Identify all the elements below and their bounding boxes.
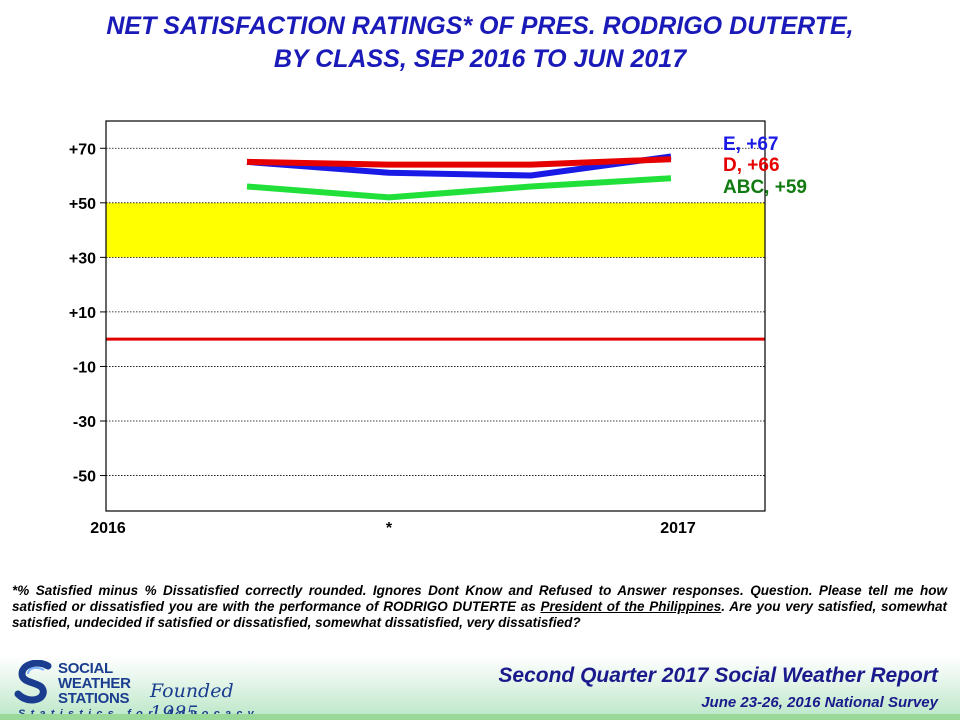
footnote-text-2: . Are you very satisfied, somewhat satis…	[12, 599, 947, 630]
footnote-underlined: President of the Philippines	[540, 599, 722, 614]
sws-logo-line-2: WEATHER	[58, 675, 131, 692]
series-line-abc	[246, 175, 672, 201]
y-tick-label: +10	[69, 305, 96, 322]
plot-frame	[105, 120, 766, 512]
satisfaction-band	[106, 202, 765, 258]
footnote-text-1: *% Satisfied minus % Dissatisfied correc…	[12, 583, 947, 614]
sws-logo-line-3: STATIONS	[58, 690, 130, 707]
report-title: Second Quarter 2017 Social Weather Repor…	[498, 664, 938, 687]
plot-area	[106, 121, 765, 511]
series-line-e	[246, 153, 672, 179]
chart-title-line1: NET SATISFACTION RATINGS* OF PRES. RODRI…	[106, 12, 854, 40]
x-tick-label: *	[386, 520, 393, 537]
y-tick-label: -30	[73, 414, 96, 431]
report-subtitle: June 23-26, 2016 National Survey	[701, 694, 938, 711]
sws-logo-text: SOCIAL WEATHER STATIONS	[58, 661, 131, 706]
y-tick-label: -50	[73, 469, 96, 486]
footer-strip	[0, 714, 960, 720]
series-line-d	[246, 156, 672, 168]
y-tick-label: +30	[69, 250, 96, 267]
end-label-d: D, +66	[723, 155, 780, 176]
sws-logo-line-1: SOCIAL	[58, 660, 113, 677]
footnote: *% Satisfied minus % Dissatisfied correc…	[12, 583, 947, 631]
y-tick-label: +50	[69, 196, 96, 213]
sws-logo: SOCIAL WEATHER STATIONS Founded 1985 Sta…	[14, 658, 274, 724]
end-label-abc: ABC, +59	[723, 177, 807, 198]
line-chart: +70 +50 +30 +10 -10 -30 -50 2016 * 2017 E, +67D, …	[69, 120, 807, 537]
x-tick-label: 2016	[90, 520, 126, 537]
chart-title: NET SATISFACTION RATINGS* OF PRES. RODRI…	[0, 10, 960, 76]
sws-s-logo-icon	[14, 660, 52, 704]
y-tick-label: +70	[69, 141, 96, 158]
y-tick-label: -10	[73, 359, 96, 376]
footer-banner: SOCIAL WEATHER STATIONS Founded 1985 Sta…	[0, 656, 960, 724]
chart-title-line2: BY CLASS, SEP 2016 TO JUN 2017	[273, 45, 687, 73]
end-label-e: E, +67	[723, 134, 778, 155]
x-tick-label: 2017	[660, 520, 696, 537]
